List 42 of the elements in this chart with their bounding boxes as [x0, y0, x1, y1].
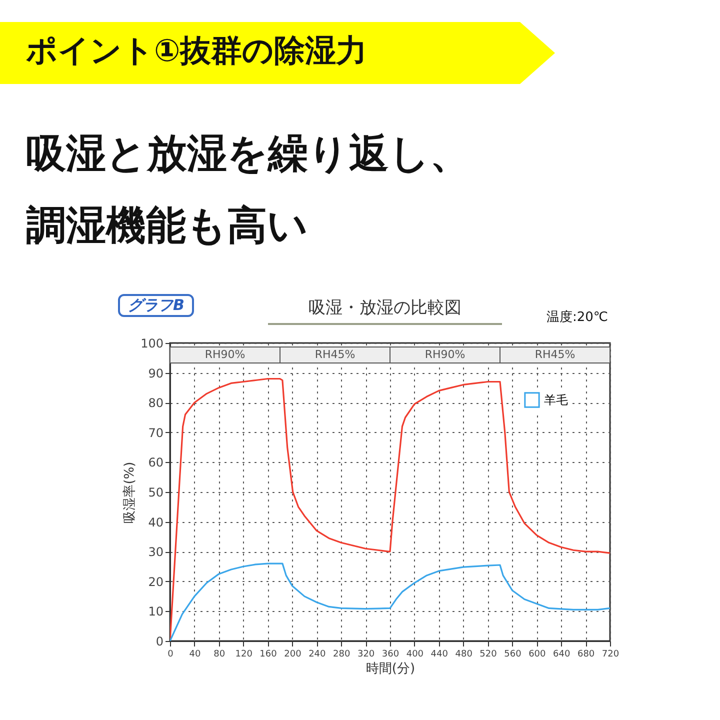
band-label: RH90% — [424, 348, 466, 361]
chart-title: ポイント①抜群の除湿力 — [26, 32, 368, 71]
band-label: RH45% — [314, 348, 356, 361]
y-tick-label: 20 — [148, 574, 164, 589]
text: 温度:20℃ — [546, 308, 608, 326]
x-tick-label: 40 — [189, 650, 201, 660]
x-tick-label: 560 — [504, 650, 522, 660]
text: グラフB — [118, 294, 194, 317]
x-tick-label: 600 — [528, 650, 546, 660]
x-tick-label: 0 — [168, 650, 174, 660]
x-tick-label: 120 — [235, 650, 253, 660]
y-tick-label: 0 — [156, 634, 164, 648]
x-tick-label: 640 — [553, 650, 570, 660]
y-tick-label: 90 — [148, 366, 164, 380]
text: 吸湿・放湿の比較図 — [268, 296, 502, 325]
x-tick-label: 480 — [455, 650, 473, 660]
y-tick-label: 40 — [148, 515, 164, 530]
y-tick-label: 60 — [148, 456, 164, 470]
x-tick-label: 400 — [406, 650, 424, 660]
y-tick-label: 70 — [148, 426, 164, 440]
x-tick-label: 360 — [382, 650, 400, 660]
x-tick-label: 280 — [333, 650, 350, 660]
y-tick-label: 10 — [148, 604, 164, 619]
chart-subtitle: 吸湿と放湿を繰り返し、調湿機能も高い — [26, 130, 471, 251]
band-label: RH90% — [204, 348, 246, 361]
x-tick-label: 240 — [308, 650, 326, 660]
y-tick-label: 50 — [148, 486, 164, 500]
legend-label: 羊毛 — [544, 393, 568, 407]
x-tick-label: 80 — [214, 650, 226, 660]
x-tick-label: 520 — [480, 650, 498, 660]
y-tick-label: 30 — [148, 545, 164, 560]
x-tick-label: 320 — [357, 650, 375, 660]
x-tick-label: 200 — [284, 650, 302, 660]
y-axis-title: 吸湿率(%) — [122, 462, 138, 524]
x-axis-title: 時間(分) — [366, 662, 416, 676]
y-tick-label: 100 — [140, 336, 164, 350]
x-tick-label: 680 — [577, 650, 595, 660]
x-tick-label: 440 — [430, 650, 448, 660]
y-tick-label: 80 — [148, 396, 164, 410]
x-tick-label: 160 — [260, 650, 278, 660]
x-tick-label: 720 — [602, 650, 620, 660]
band-label: RH45% — [534, 348, 576, 361]
